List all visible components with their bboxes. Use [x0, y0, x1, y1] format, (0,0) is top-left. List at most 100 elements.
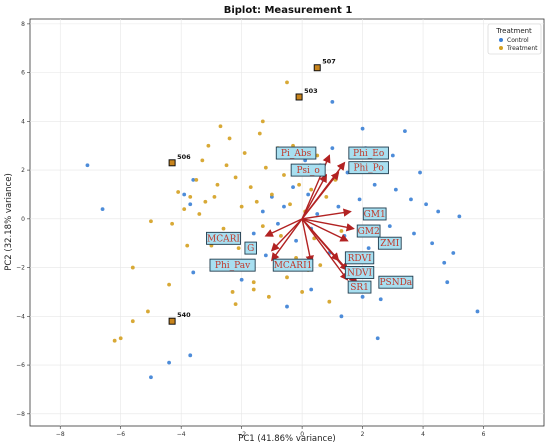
loading-label-box [344, 266, 375, 279]
x-axis-label: PC1 (41.86% variance) [238, 434, 336, 444]
treatment-point [257, 131, 262, 136]
loading-label-box [275, 146, 317, 160]
treatment-point [260, 119, 265, 124]
loading-arrow [301, 218, 355, 232]
treatment-point [130, 265, 135, 270]
legend: Treatment Control Treatment [487, 23, 542, 55]
loading-label: RDVI [344, 251, 375, 265]
loading-label-box [377, 236, 402, 250]
treatment-point [248, 185, 253, 190]
loading-label: Pi_Abs [275, 146, 317, 160]
treatment-point [260, 224, 265, 229]
chart-title: Biplot: Measurement 1 [224, 5, 353, 16]
control-point [239, 277, 244, 282]
treatment-point [297, 182, 301, 187]
loading-label-box [348, 161, 389, 175]
control-point [263, 253, 268, 258]
treatment-point [224, 163, 229, 168]
loading-arrow [301, 171, 340, 220]
control-point [457, 214, 462, 219]
treatment-point [251, 287, 256, 292]
loading-label-box [206, 231, 241, 245]
control-point [191, 270, 196, 275]
control-point [276, 221, 280, 226]
control-point [182, 192, 187, 197]
treatment-point [206, 143, 211, 148]
loading-label-text: NDVI [347, 268, 372, 278]
loading-arrow [271, 218, 303, 262]
treatment-point [327, 299, 332, 304]
x-tick-label: −6 [116, 431, 125, 438]
treatment-point [182, 207, 187, 211]
control-point [339, 314, 344, 319]
loading-label-text: Phi_Eo [353, 149, 384, 159]
treatment-point [254, 199, 259, 204]
control-point [306, 192, 311, 197]
control-point [360, 126, 365, 131]
loading-label: PSNDa [378, 275, 414, 289]
treatment-point [221, 226, 226, 231]
x-tick-label: 2 [361, 431, 365, 438]
loading-label-box [356, 224, 381, 238]
loading-label-box [209, 258, 256, 272]
control-point [191, 177, 196, 182]
treatment-point [263, 165, 268, 170]
y-tick-label: 6 [21, 70, 25, 77]
outlier-markers: 507 503 506 540 [168, 58, 336, 325]
loading-label-box [347, 280, 372, 294]
loading-label-text: GM1 [364, 210, 386, 220]
control-point [315, 212, 320, 216]
treatment-point [194, 177, 199, 182]
axis-ticks: −8 −6 −4 −2 0 2 4 6 −8 −6 −4 −2 0 2 4 6 8 [16, 21, 485, 438]
loading-label-box [290, 163, 326, 177]
outlier-label: 506 [177, 153, 191, 161]
treatment-point [230, 290, 235, 294]
treatment-point [188, 195, 193, 199]
loading-arrow [264, 218, 303, 237]
control-point [436, 209, 441, 214]
loading-label-box [344, 251, 375, 265]
loading-label-box [244, 241, 257, 255]
control-point [430, 241, 435, 246]
loading-label: NDVI [344, 266, 375, 279]
x-tick-label: 6 [482, 431, 486, 438]
treatment-point [285, 275, 289, 280]
treatment-point [239, 204, 244, 209]
loading-label-box [378, 275, 414, 289]
control-point [291, 185, 295, 190]
control-point [451, 251, 456, 255]
loading-label: GM1 [362, 207, 387, 221]
treatment-point [324, 195, 329, 199]
outlier-label: 503 [304, 87, 318, 95]
control-point [309, 287, 314, 292]
control-point [100, 207, 105, 211]
outlier-label: 540 [177, 311, 191, 319]
control-point [360, 294, 365, 299]
treatment-point [288, 202, 292, 207]
x-tick-label: 0 [300, 431, 304, 438]
loading-label: Phi_Eo [348, 146, 389, 160]
treatment-point [149, 219, 153, 224]
control-point [188, 202, 193, 207]
control-point [475, 309, 480, 314]
control-point [294, 238, 298, 243]
y-tick-label: 0 [21, 216, 25, 223]
y-tick-label: 4 [21, 118, 25, 125]
y-tick-label: −4 [16, 313, 25, 320]
plot-area [29, 18, 545, 427]
loading-label-text: MCARI1 [274, 261, 313, 271]
y-tick-label: −8 [16, 411, 25, 418]
legend-label-control: Control [507, 37, 529, 44]
treatment-point [285, 80, 289, 85]
treatment-point [176, 190, 181, 194]
treatment-point [197, 212, 202, 216]
loading-arrow [270, 218, 303, 252]
legend-title: Treatment [495, 27, 532, 35]
treatment-point [200, 158, 205, 163]
loading-label-text: ZMI [380, 239, 399, 249]
treatment-point [218, 124, 223, 129]
control-point [403, 129, 407, 134]
loading-label-text: SR1 [350, 283, 369, 293]
control-point [260, 209, 265, 214]
